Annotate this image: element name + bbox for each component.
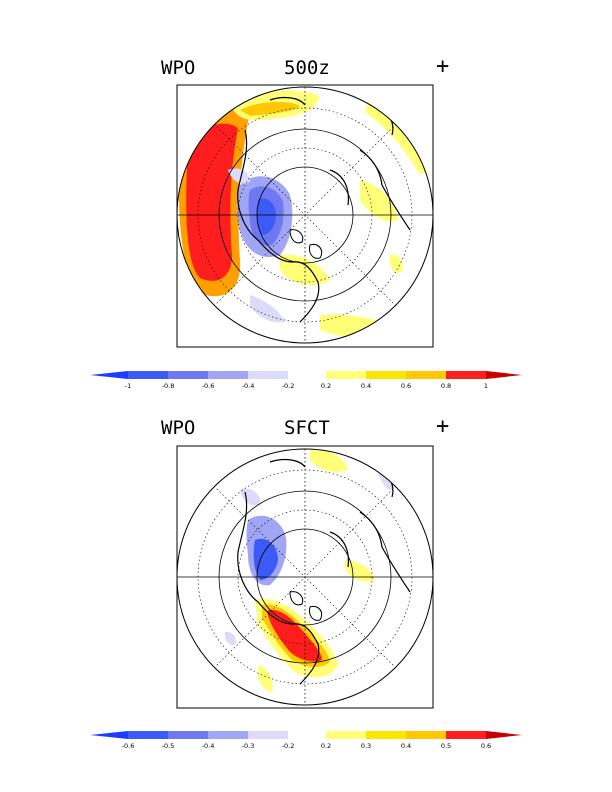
cb2-label-1: -0.5 xyxy=(162,742,175,750)
cb2-label-2: -0.4 xyxy=(202,742,215,750)
panel-2-title-row: WPO SFCT + xyxy=(0,414,612,447)
cb1-label-2: -0.6 xyxy=(202,382,215,390)
panel-1-map xyxy=(176,84,434,348)
cb1-label-4: -0.2 xyxy=(282,382,295,390)
cb2-label-9: 0.6 xyxy=(481,742,491,750)
panel-2-field-label: SFCT xyxy=(284,417,330,439)
panel-2-map xyxy=(176,445,434,709)
cb2-label-0: -0.6 xyxy=(122,742,135,750)
coastline xyxy=(237,96,411,323)
cb1-label-0: -1 xyxy=(125,382,131,390)
panel-2-sign-label: + xyxy=(436,414,450,439)
panel-1-index-label: WPO xyxy=(161,57,196,79)
cb2-label-6: 0.3 xyxy=(361,742,371,750)
cb1-label-1: -0.8 xyxy=(162,382,175,390)
cb2-label-7: 0.4 xyxy=(401,742,411,750)
cb1-label-8: 0.8 xyxy=(441,382,451,390)
cb2-label-5: 0.2 xyxy=(321,742,331,750)
cb1-label-3: -0.4 xyxy=(242,382,255,390)
panel-2-map-frame xyxy=(176,445,434,709)
panel-2-colorbar: -0.6 -0.5 -0.4 -0.3 -0.2 0.2 0.3 0.4 0.5… xyxy=(90,731,522,750)
north-america-positive-anomaly xyxy=(268,609,322,662)
panel-2-index-label: WPO xyxy=(161,417,196,439)
panel-1-map-frame xyxy=(176,84,434,348)
cb1-label-6: 0.4 xyxy=(361,382,371,390)
coastline-2 xyxy=(237,458,411,685)
cb1-label-7: 0.6 xyxy=(401,382,411,390)
cb2-label-4: -0.2 xyxy=(282,742,295,750)
cb1-label-5: 0.2 xyxy=(321,382,331,390)
panel-1-field-label: 500z xyxy=(284,57,330,79)
panel-1-colorbar: -1 -0.8 -0.6 -0.4 -0.2 0.2 0.4 0.6 0.8 1 xyxy=(90,371,522,390)
cb2-label-3: -0.3 xyxy=(242,742,255,750)
cb2-label-8: 0.5 xyxy=(441,742,451,750)
panel-1-title-row: WPO 500z + xyxy=(0,54,612,87)
panel-1-sign-label: + xyxy=(436,54,450,79)
cb1-label-9: 1 xyxy=(484,382,488,390)
